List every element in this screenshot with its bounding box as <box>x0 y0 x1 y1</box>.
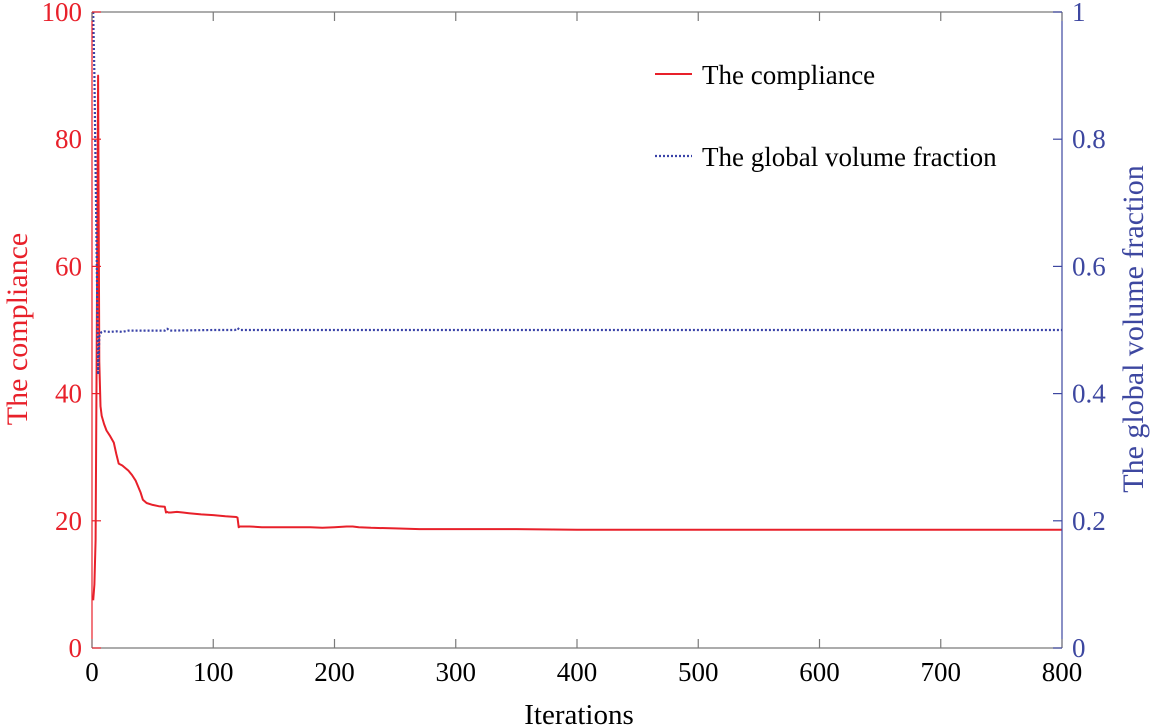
x-tick-label: 300 <box>436 657 477 687</box>
legend-label-volume: The global volume fraction <box>702 142 997 172</box>
right-y-axis-title: The global volume fraction <box>1117 165 1150 492</box>
volume-fraction-line <box>92 11 1062 376</box>
left-y-tick-label: 80 <box>55 124 82 154</box>
left-y-tick-label: 60 <box>55 251 82 281</box>
compliance-line <box>92 74 1062 601</box>
x-tick-label: 600 <box>799 657 840 687</box>
legend: The compliance The global volume fractio… <box>655 60 997 172</box>
x-tick-label: 700 <box>921 657 962 687</box>
right-y-tick-label: 0.8 <box>1072 124 1106 154</box>
x-tick-label: 500 <box>678 657 719 687</box>
right-y-tick-label: 0.4 <box>1072 379 1106 409</box>
left-y-tick-label: 100 <box>42 0 83 27</box>
legend-label-compliance: The compliance <box>702 60 875 90</box>
axes: 0 100 200 300 400 500 600 700 80002040608010000.… <box>42 0 1107 687</box>
plot-area <box>92 11 1062 601</box>
x-tick-label: 200 <box>314 657 355 687</box>
x-tick-label: 400 <box>557 657 598 687</box>
left-y-tick-label: 20 <box>55 506 82 536</box>
x-axis-title: Iterations <box>524 699 634 728</box>
right-y-tick-label: 0.6 <box>1072 251 1106 281</box>
right-y-tick-label: 0 <box>1072 633 1086 663</box>
right-y-tick-label: 1 <box>1072 0 1086 27</box>
left-y-tick-label: 40 <box>55 379 82 409</box>
left-y-axis-title: The compliance <box>1 233 34 425</box>
right-y-tick-label: 0.2 <box>1072 506 1106 536</box>
x-tick-label: 100 <box>193 657 234 687</box>
x-tick-label: 800 <box>1042 657 1083 687</box>
x-tick-label: 0 <box>85 657 99 687</box>
left-y-tick-label: 0 <box>69 633 83 663</box>
